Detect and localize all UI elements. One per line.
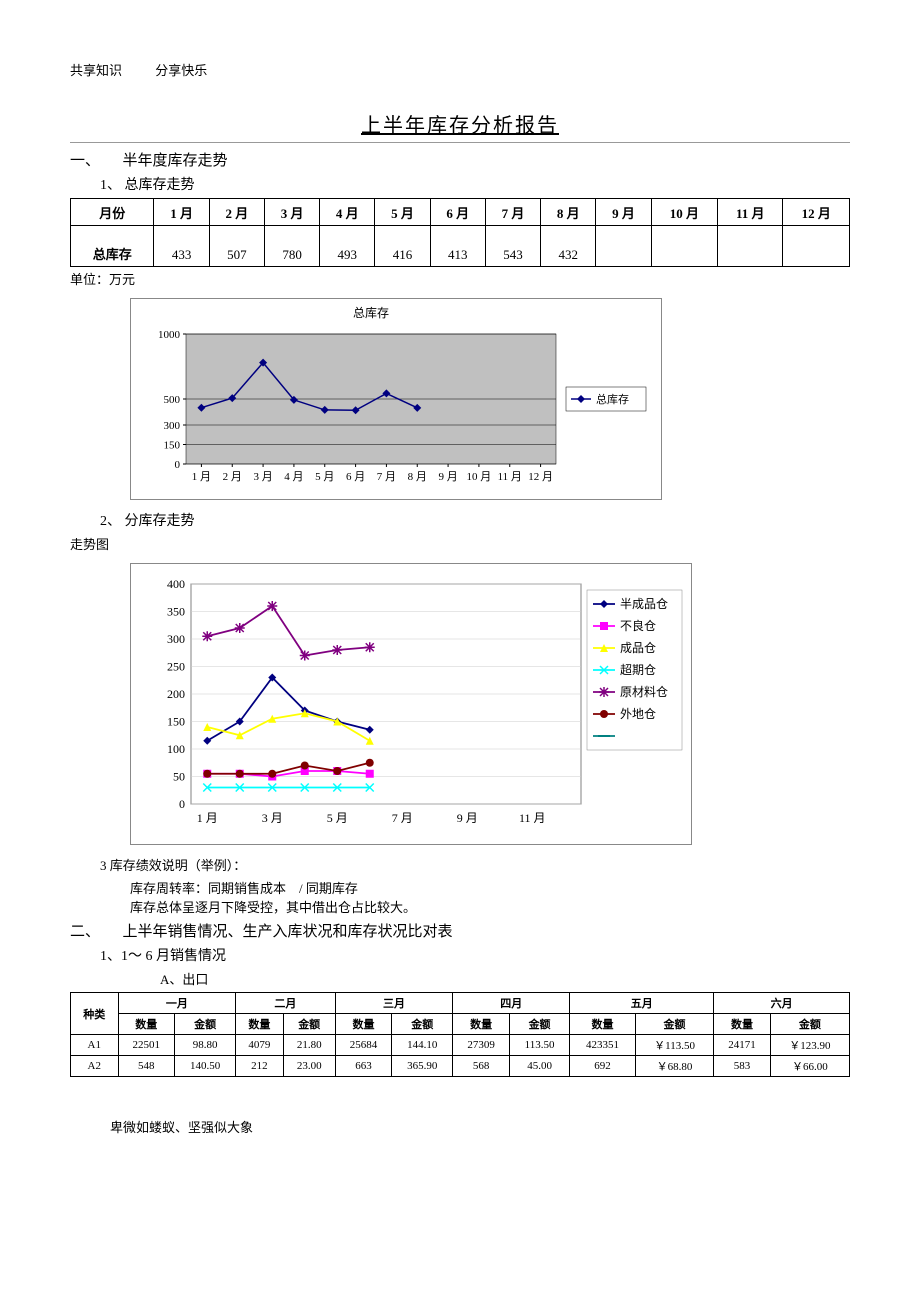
- svg-text:成品仓: 成品仓: [620, 641, 656, 655]
- section2-sub1: 1、1～ 6 月销售情况: [100, 945, 850, 965]
- section1-heading: 一、 半年度库存走势: [70, 149, 850, 170]
- inventory-table: 月份 1 月 2 月 3 月 4 月 5 月 6 月 7 月 8 月 9 月 1…: [70, 198, 850, 267]
- svg-text:8 月: 8 月: [408, 471, 427, 483]
- svg-text:超期仓: 超期仓: [620, 662, 656, 677]
- svg-text:250: 250: [167, 660, 185, 674]
- svg-text:50: 50: [173, 770, 185, 784]
- section2-heading: 二、 上半年销售情况、生产入库状况和库存状况比对表: [70, 920, 850, 941]
- svg-text:1000: 1000: [158, 329, 181, 341]
- svg-text:半成品仓: 半成品仓: [620, 597, 668, 611]
- svg-text:0: 0: [175, 459, 181, 471]
- svg-text:500: 500: [164, 394, 181, 406]
- title-rule: [70, 142, 850, 143]
- section1-sub2: 2、 分库存走势: [100, 510, 850, 530]
- svg-text:300: 300: [164, 420, 181, 432]
- page-footer: 卑微如蝼蚁、坚强似大象: [110, 1117, 850, 1136]
- table-row: 总库存 433 507 780 493 416 413 543 432: [71, 226, 850, 267]
- table-row: A1 2250198.80 407921.80 25684144.10 2730…: [71, 1035, 850, 1056]
- table-row: 数量金额 数量金额 数量金额 数量金额 数量金额 数量金额: [71, 1014, 850, 1035]
- svg-text:0: 0: [179, 797, 185, 811]
- doc-title: 上半年库存分析报告: [70, 109, 850, 138]
- section2-subA: A、出口: [160, 969, 850, 988]
- svg-text:5 月: 5 月: [327, 811, 348, 825]
- svg-text:11 月: 11 月: [519, 811, 546, 825]
- svg-text:9 月: 9 月: [457, 811, 478, 825]
- svg-text:外地仓: 外地仓: [620, 707, 656, 721]
- svg-text:200: 200: [167, 687, 185, 701]
- chart2-caption: 走势图: [70, 534, 850, 553]
- svg-text:不良仓: 不良仓: [620, 618, 656, 633]
- total-inventory-chart: 总库存 0 150 300 500 1000 1 月 2 月 3 月 4 月 5 月 6 月 7 月 8 …: [130, 298, 662, 500]
- svg-text:1 月: 1 月: [197, 811, 218, 825]
- svg-text:9 月: 9 月: [438, 471, 457, 483]
- svg-text:总库存: 总库存: [596, 392, 629, 406]
- svg-text:300: 300: [167, 632, 185, 646]
- svg-text:4 月: 4 月: [284, 471, 303, 483]
- sales-table: 种类 一月 二月 三月 四月 五月 六月 数量金额 数量金额 数量金额 数量金额…: [70, 992, 850, 1077]
- th-total-label: 总库存: [71, 226, 154, 267]
- svg-text:3 月: 3 月: [262, 811, 283, 825]
- perf-line-b: 库存总体呈逐月下降受控，其中借出仓占比较大。: [130, 897, 850, 916]
- svg-text:350: 350: [167, 605, 185, 619]
- svg-text:7 月: 7 月: [392, 811, 413, 825]
- svg-text:150: 150: [164, 440, 181, 452]
- svg-text:6 月: 6 月: [346, 471, 365, 483]
- table-row: 月份 1 月 2 月 3 月 4 月 5 月 6 月 7 月 8 月 9 月 1…: [71, 199, 850, 226]
- svg-text:3 月: 3 月: [253, 471, 272, 483]
- section1-sub3: 3 库存绩效说明（举例）：: [100, 855, 850, 874]
- sub-inventory-chart: 0 50 100 150 200 250 300 350 400 1 月 3 月 5 月 7 月 9 月 1…: [130, 563, 692, 845]
- svg-text:11 月: 11 月: [498, 471, 522, 483]
- svg-text:150: 150: [167, 715, 185, 729]
- section1-sub1: 1、 总库存走势: [100, 174, 850, 194]
- header-right: 分享快乐: [155, 63, 207, 78]
- svg-text:100: 100: [167, 742, 185, 756]
- svg-text:总库存: 总库存: [353, 305, 389, 320]
- svg-text:原材料仓: 原材料仓: [620, 685, 668, 699]
- svg-text:7 月: 7 月: [377, 471, 396, 483]
- svg-text:2 月: 2 月: [223, 471, 242, 483]
- svg-text:12 月: 12 月: [528, 471, 553, 483]
- unit-label: 单位：万元: [70, 269, 850, 288]
- svg-text:400: 400: [167, 577, 185, 591]
- svg-text:1 月: 1 月: [192, 471, 211, 483]
- perf-line-a: 库存周转率：同期销售成本 / 同期库存: [130, 878, 850, 897]
- table-row: 种类 一月 二月 三月 四月 五月 六月: [71, 993, 850, 1014]
- svg-text:5 月: 5 月: [315, 471, 334, 483]
- table-row: A2 548140.50 21223.00 663365.90 56845.00…: [71, 1056, 850, 1077]
- header-left: 共享知识: [70, 63, 122, 78]
- th-month-label: 月份: [71, 199, 154, 226]
- page-header: 共享知识 分享快乐: [70, 60, 850, 79]
- svg-text:10 月: 10 月: [467, 471, 492, 483]
